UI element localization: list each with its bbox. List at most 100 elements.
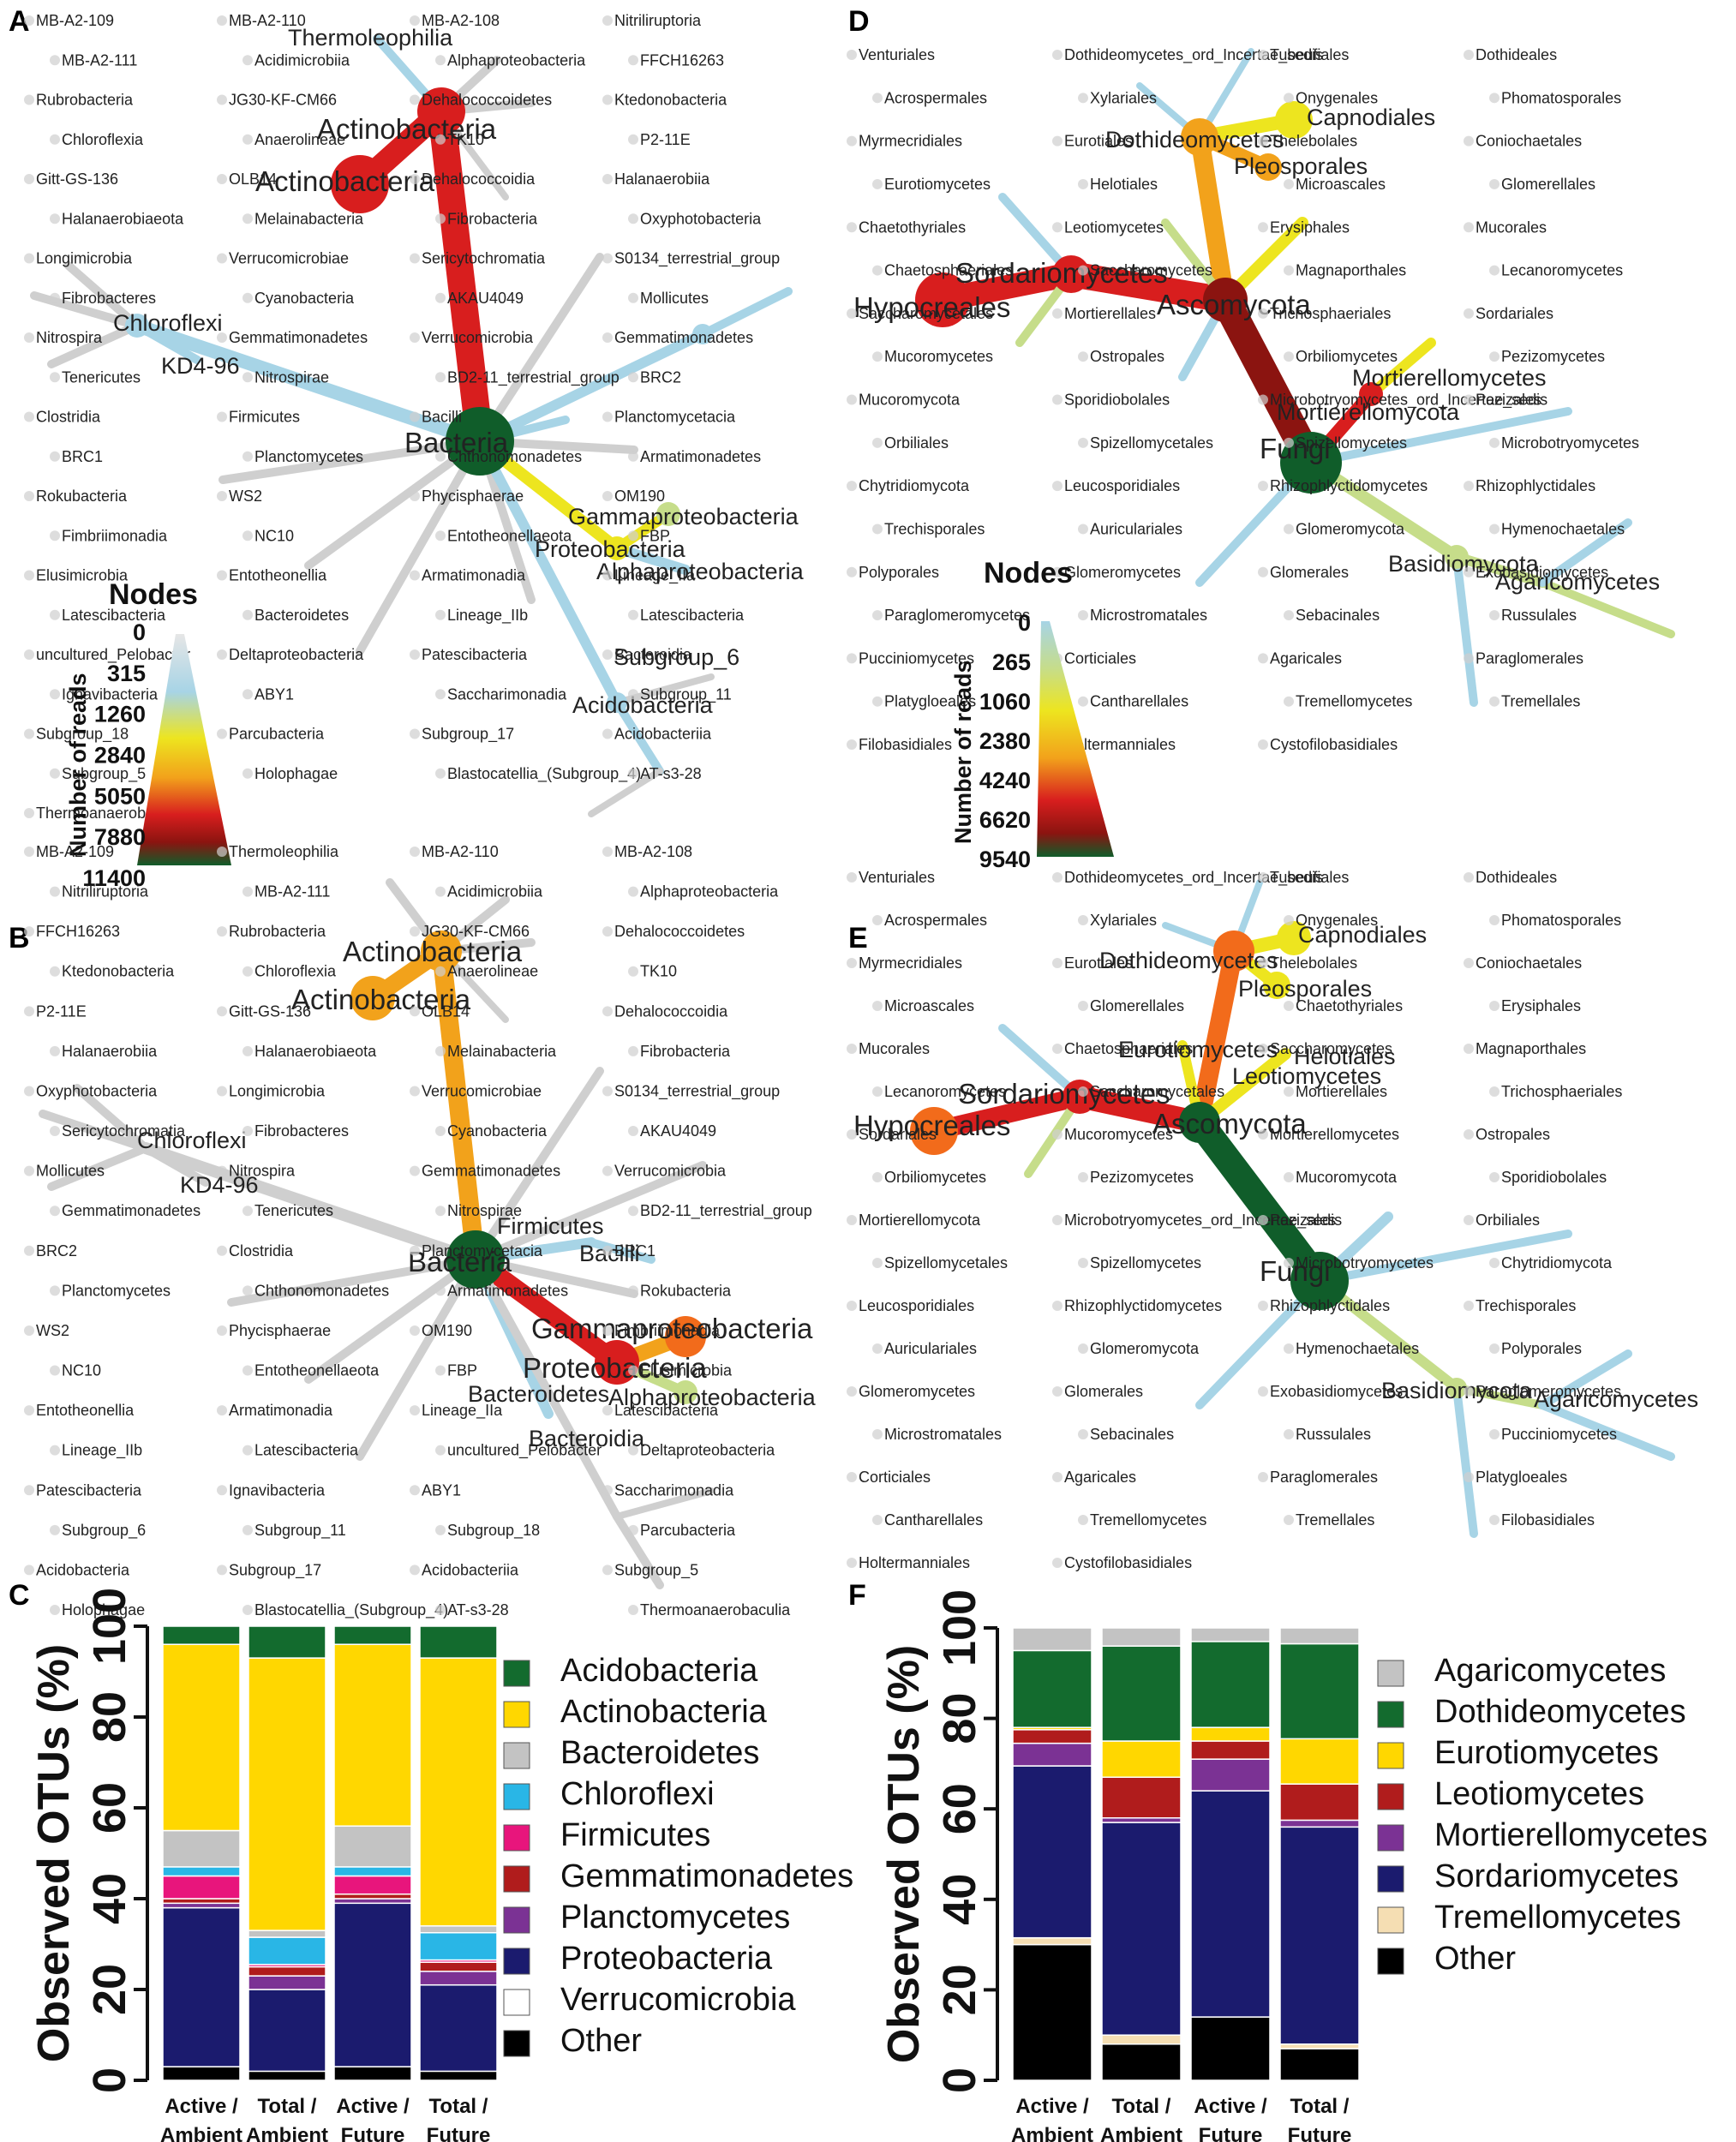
tree-node (1258, 481, 1268, 492)
tree-node (847, 1386, 857, 1397)
tree-node (435, 213, 446, 224)
tree-label: Anaerolineae (254, 131, 345, 148)
tree-node (410, 847, 420, 857)
tree-label: Phycisphaerae (422, 488, 524, 505)
tree-node (1489, 265, 1500, 276)
bar-segment (333, 1625, 412, 1645)
tree-node (847, 653, 857, 664)
bar-segment (1012, 1765, 1092, 1939)
tree-label: Cystofilobasidiales (1270, 736, 1398, 753)
tree-label: Dothideomycetes_ord_Incertae_sedis (1064, 46, 1323, 64)
bar-segment (419, 1932, 498, 1961)
tree-label: FBP (640, 527, 670, 544)
tree-node (1258, 135, 1268, 147)
tree-node (435, 1365, 446, 1376)
tree-node (1284, 1258, 1294, 1268)
tree-label: Glomeromycetes (1064, 564, 1181, 581)
tree-label: Nitrospirae (254, 368, 329, 386)
tree-node (421, 930, 462, 972)
tree-node (1489, 1429, 1500, 1439)
x-tick-label: Future (341, 2124, 405, 2142)
tree-label: Chytridiomycota (1501, 1254, 1613, 1271)
tree-node (628, 1285, 638, 1296)
tree-label: Pucciniomycetes (1501, 1426, 1617, 1443)
tree-label: Subgroup_11 (254, 1522, 346, 1540)
tree-label: Mortierellales (1296, 1083, 1387, 1100)
tree-b-nodes (350, 930, 706, 1404)
tree-node (602, 1405, 613, 1416)
tree-label: Sordariomycetes (958, 1078, 1170, 1110)
tree-label: Eurotiomycetes (884, 176, 991, 193)
tree-label: Exobasidiomycetes (1476, 564, 1608, 581)
tree-node (410, 728, 420, 739)
tree-node (24, 94, 34, 105)
tree-node (1489, 1258, 1500, 1268)
tree-edge (1538, 578, 1675, 638)
tree-label: Microbotryomycetes_ord_Incertae_sedis (1270, 392, 1547, 410)
tree-label: Eurotiales (1064, 133, 1133, 150)
tree-node (1464, 1472, 1474, 1482)
tree-label: Microbotryomycetes (1296, 1254, 1434, 1271)
tree-edge (614, 1487, 715, 1520)
tree-edge (925, 1087, 1089, 1140)
tree-node (1489, 351, 1500, 362)
legend-tick-label: 315 (107, 661, 146, 686)
tree-edge (613, 698, 664, 775)
tree-label: Microascales (1296, 176, 1386, 193)
tree-node (24, 808, 34, 818)
bar-segment (333, 1825, 412, 1868)
y-tick-label: 60 (934, 1783, 985, 1834)
tree-label: Subgroup_5 (614, 1561, 698, 1579)
tree-node (435, 886, 446, 897)
tree-node (1464, 1044, 1474, 1054)
tree-d-nodes (915, 101, 1469, 569)
tree-node (602, 1165, 613, 1176)
tree-node (24, 1485, 34, 1496)
tree-node (628, 886, 638, 897)
tree-label: Gitt-GS-136 (229, 1002, 311, 1020)
y-tick-label: 0 (84, 2067, 135, 2093)
tree-label: Pezizomycetes (1090, 1169, 1194, 1186)
tree-node (1284, 351, 1294, 362)
tree-label: Tubeufiales (1270, 869, 1349, 886)
tree-edge (304, 1255, 480, 1384)
legend-label: Agaricomycetes (1434, 1653, 1666, 1689)
tree-label: Longimicrobia (229, 1082, 326, 1099)
tree-edge (475, 436, 622, 708)
nodes-legend-d: Nodes Number of reads 0 265 1060 2380 4240 66… (950, 557, 1114, 872)
tree-label: Thelebolales (1270, 133, 1357, 150)
bar-segment (419, 1961, 498, 1972)
tree-node (602, 1086, 613, 1097)
tree-label: Sordariales (859, 1126, 937, 1143)
bar-segment (1190, 1641, 1271, 1728)
tree-label: Sericytochromatia (62, 1122, 186, 1140)
tree-label: Paraglomeromycetes (1476, 1383, 1621, 1400)
tree-label: Capnodiales (1307, 105, 1435, 130)
legend-tick-label: 0 (1018, 610, 1031, 636)
tree-node (1464, 958, 1474, 968)
tree-label: Alphaproteobacteria (596, 559, 805, 584)
tree-label: Entotheonellaeota (447, 527, 572, 544)
tree-label: Chloroflexia (62, 131, 144, 148)
tree-label: Rhizophlyctidales (1270, 1297, 1390, 1314)
tree-node (435, 1524, 446, 1535)
tree-node (847, 50, 857, 60)
bar-segment (1279, 1826, 1360, 2045)
tree-node (1464, 50, 1474, 60)
bar-segment (1012, 1649, 1092, 1728)
tree-node (50, 768, 60, 779)
tree-label: Dothideomycetes_ord_Incertae_sedis (1064, 869, 1323, 887)
tree-node (602, 411, 613, 422)
tree-label: Auriculariales (1090, 520, 1182, 537)
tree-node (847, 1129, 857, 1140)
legend-swatch (503, 2030, 530, 2057)
bar-segment (162, 1829, 241, 1868)
tree-node (1052, 1558, 1063, 1568)
tree-label: Glomeromycota (1296, 520, 1405, 537)
bar-segment (333, 1643, 412, 1827)
panel-label-b: B (9, 922, 30, 954)
tree-label: Microbotryomycetes_ord_Incertae_sedis (1064, 1212, 1342, 1230)
tree-label: Melainabacteria (447, 1043, 557, 1060)
legend-label: Sordariomycetes (1434, 1858, 1679, 1894)
tree-node (410, 649, 420, 660)
